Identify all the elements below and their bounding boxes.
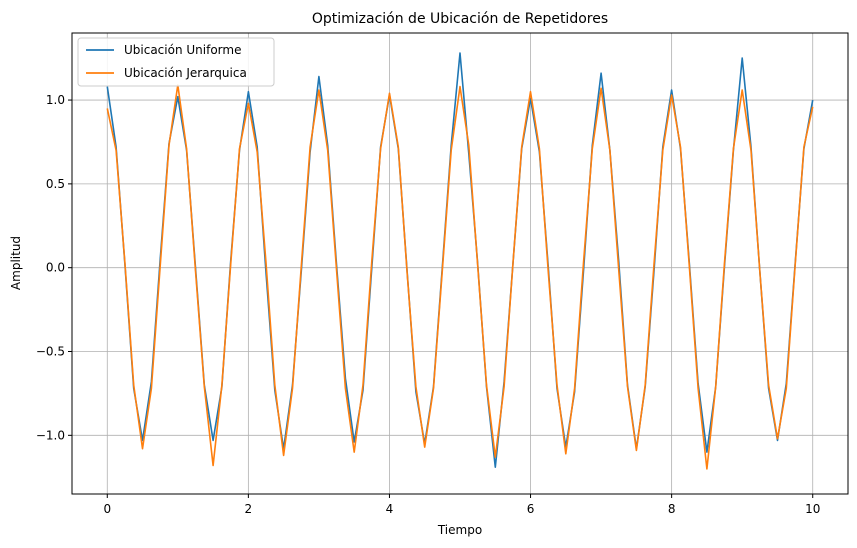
tick-layer: 0 2 4 6 8 10 −1.0 −0.5 0.0 0.5 1.0 <box>36 93 821 516</box>
y-tick-label: 0.5 <box>46 177 65 191</box>
x-tick-label: 2 <box>245 502 253 516</box>
x-tick-label: 4 <box>386 502 394 516</box>
y-axis-label: Amplitud <box>9 236 23 290</box>
x-tick-label: 8 <box>668 502 676 516</box>
y-tick-label: 0.0 <box>46 261 65 275</box>
x-tick-label: 6 <box>527 502 535 516</box>
legend-label-jerarquica: Ubicación Jerarquica <box>124 66 247 80</box>
plot-frame <box>71 32 849 495</box>
chart-title: Optimización de Ubicación de Repetidores <box>312 11 608 27</box>
legend: Ubicación Uniforme Ubicación Jerarquica <box>77 37 275 87</box>
y-tick-label: 1.0 <box>46 93 65 107</box>
legend-label-uniforme: Ubicación Uniforme <box>124 43 241 57</box>
series-line-jerarquica <box>106 84 814 470</box>
y-tick-label: −1.0 <box>36 428 65 442</box>
x-axis-label: Tiempo <box>437 523 482 537</box>
series-layer <box>106 52 814 470</box>
y-tick-label: −0.5 <box>36 345 65 359</box>
legend-box <box>77 37 275 87</box>
x-tick-label: 0 <box>103 502 111 516</box>
x-tick-label: 10 <box>805 502 820 516</box>
